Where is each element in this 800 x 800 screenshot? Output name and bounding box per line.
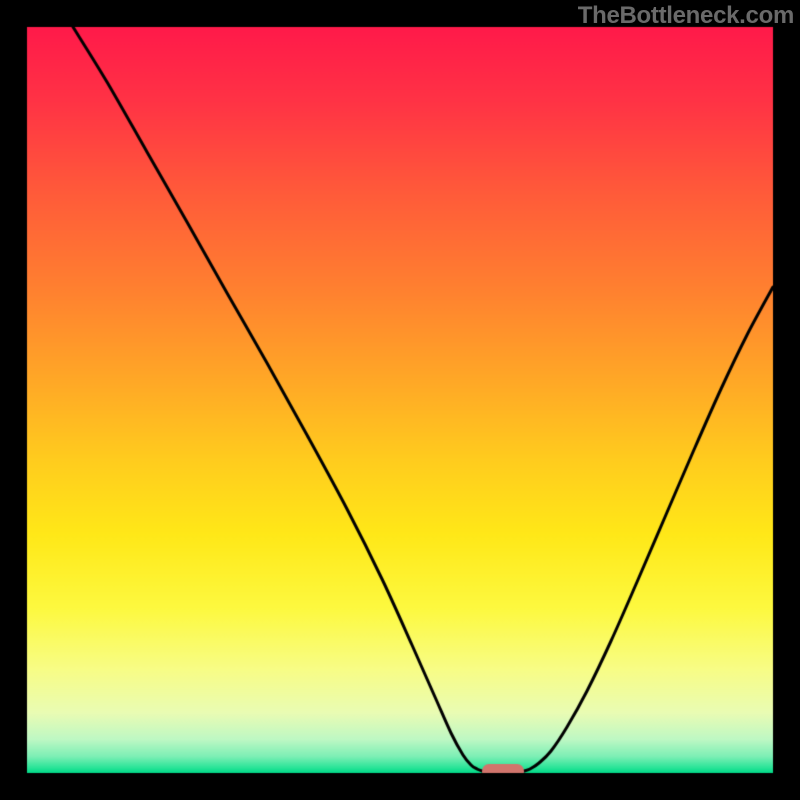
- chart-container: TheBottleneck.com: [0, 0, 800, 800]
- watermark: TheBottleneck.com: [578, 2, 794, 30]
- bottleneck-chart: [0, 0, 800, 800]
